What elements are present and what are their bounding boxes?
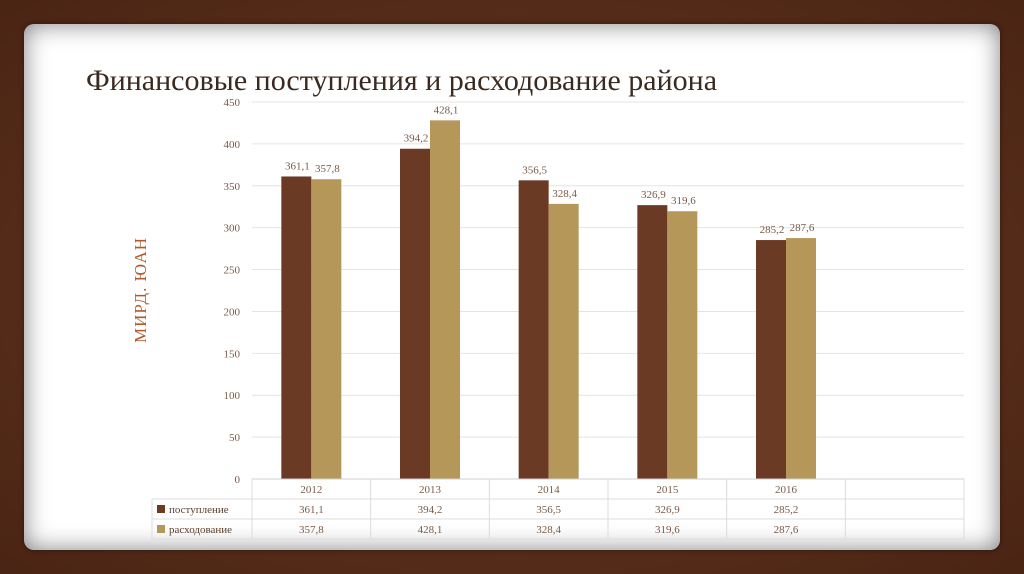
data-label: 285,2 [760,224,785,236]
y-tick-label: 100 [224,390,241,402]
table-cell: 319,6 [655,524,680,536]
bar [281,176,312,479]
y-tick-label: 350 [224,181,241,193]
table-cell: 287,6 [774,524,799,536]
slide [24,24,1000,550]
legend-swatch [157,525,165,533]
table-cell: 428,1 [418,524,443,536]
x-tick-label: 2013 [419,484,442,496]
bar [756,240,786,479]
data-label: 287,6 [790,222,815,234]
y-tick-label: 400 [224,139,241,151]
table-cell: 285,2 [774,504,799,516]
data-label: 361,1 [285,160,310,172]
table-cell: 356,5 [536,504,561,516]
data-label: 394,2 [404,133,429,145]
legend-entry: расходование [169,524,232,536]
x-tick-label: 2012 [300,484,322,496]
data-label: 356,5 [522,164,547,176]
y-tick-label: 450 [224,97,241,109]
data-label: 357,8 [315,163,340,175]
y-tick-label: 0 [235,474,241,486]
legend-swatch [157,505,165,513]
data-label: 428,1 [434,104,459,116]
table-cell: 357,8 [299,524,324,536]
x-tick-label: 2016 [775,484,798,496]
y-tick-label: 250 [224,265,241,277]
bar [667,211,698,479]
slide-title: Финансовые поступления и расходование ра… [86,64,718,97]
y-tick-label: 50 [229,432,241,444]
bar [548,203,579,479]
data-label: 326,9 [641,189,666,201]
table-cell: 361,1 [299,504,324,516]
bar [786,238,816,479]
y-tick-label: 300 [224,223,241,235]
y-tick-label: 200 [224,306,241,318]
legend-entry: поступление [169,504,229,516]
bar [430,120,460,479]
table-cell: 328,4 [536,524,561,536]
data-label: 328,4 [552,188,577,200]
table-cell: 394,2 [418,504,443,516]
bar [311,179,342,480]
x-tick-label: 2015 [656,484,679,496]
y-tick-label: 150 [224,348,241,360]
bar [518,180,549,480]
table-cell: 326,9 [655,504,680,516]
bar [400,148,430,480]
x-tick-label: 2014 [538,484,561,496]
data-label: 319,6 [671,195,696,207]
bar [637,205,668,480]
